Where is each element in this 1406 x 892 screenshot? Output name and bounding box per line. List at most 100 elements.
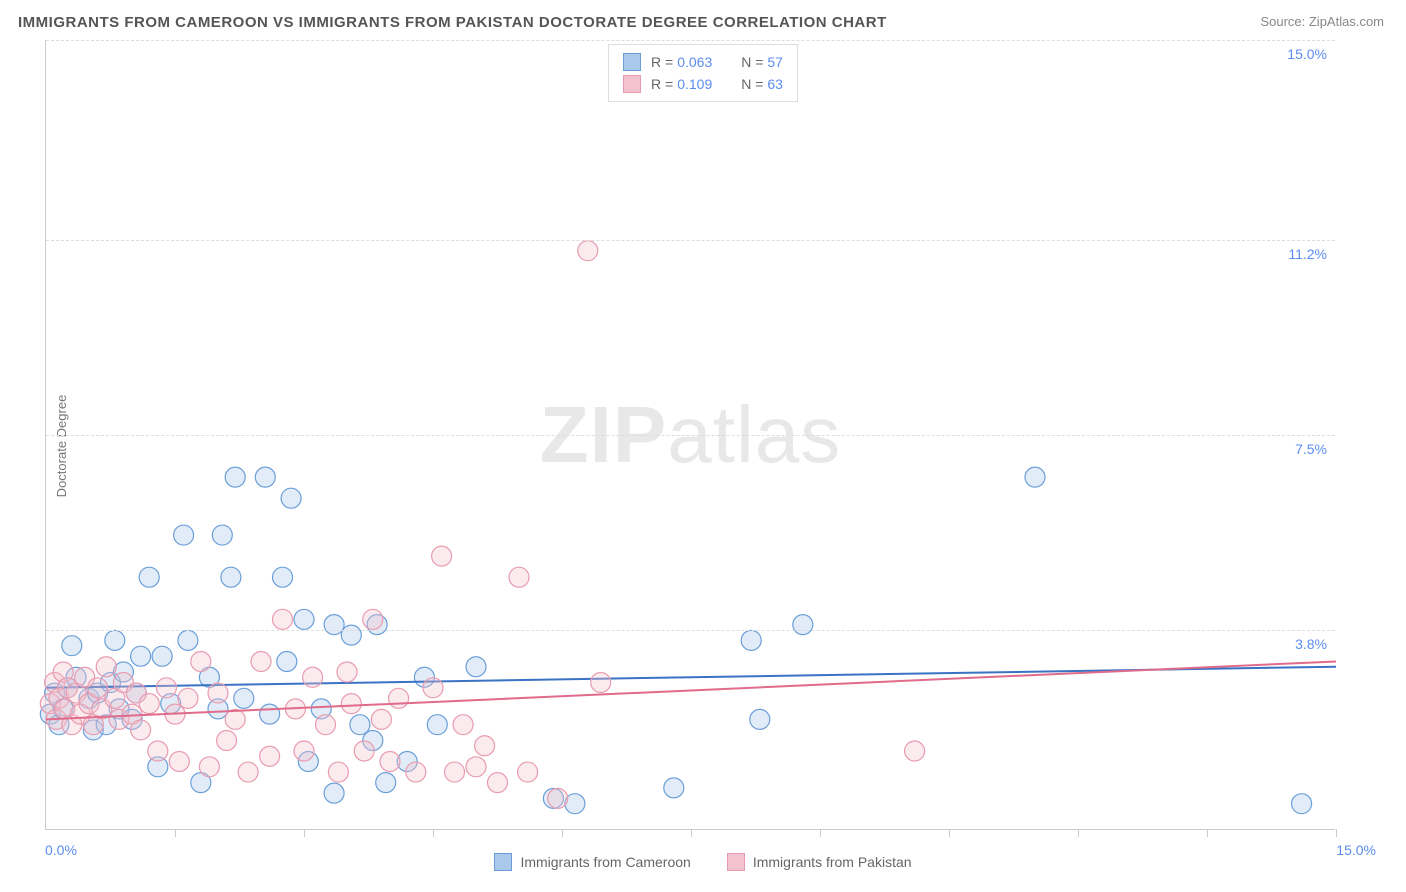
n-label: N = xyxy=(741,54,763,70)
scatter-point xyxy=(453,715,473,735)
scatter-point xyxy=(371,709,391,729)
scatter-point xyxy=(234,688,254,708)
y-tick-label: 7.5% xyxy=(1295,441,1327,457)
scatter-point xyxy=(354,741,374,761)
scatter-point xyxy=(406,762,426,782)
legend-swatch-icon xyxy=(727,853,745,871)
scatter-point xyxy=(341,625,361,645)
x-tick xyxy=(691,829,692,837)
scatter-point xyxy=(225,709,245,729)
r-value: 0.063 xyxy=(677,54,729,70)
scatter-point xyxy=(260,704,280,724)
scatter-point xyxy=(212,525,232,545)
scatter-point xyxy=(273,609,293,629)
scatter-point xyxy=(518,762,538,782)
scatter-point xyxy=(741,630,761,650)
n-value: 63 xyxy=(767,76,783,92)
scatter-point xyxy=(139,567,159,587)
legend-item: Immigrants from Cameroon xyxy=(494,853,690,871)
x-tick xyxy=(1336,829,1337,837)
scatter-point xyxy=(548,788,568,808)
r-label: R = xyxy=(651,54,673,70)
scatter-point xyxy=(131,720,151,740)
scatter-point xyxy=(324,783,344,803)
legend-swatch-icon xyxy=(623,75,641,93)
legend-item: Immigrants from Pakistan xyxy=(727,853,912,871)
stats-legend-box: R =0.063N =57R =0.109N =63 xyxy=(608,44,798,102)
r-label: R = xyxy=(651,76,673,92)
scatter-point xyxy=(445,762,465,782)
legend-label: Immigrants from Cameroon xyxy=(520,854,690,870)
scatter-point xyxy=(199,757,219,777)
scatter-point xyxy=(294,609,314,629)
scatter-point xyxy=(139,694,159,714)
scatter-point xyxy=(488,773,508,793)
n-label: N = xyxy=(741,76,763,92)
scatter-point xyxy=(466,657,486,677)
scatter-point xyxy=(324,615,344,635)
scatter-point xyxy=(169,752,189,772)
scatter-point xyxy=(131,646,151,666)
scatter-point xyxy=(509,567,529,587)
scatter-point xyxy=(96,657,116,677)
grid-line xyxy=(46,435,1335,436)
scatter-point xyxy=(427,715,447,735)
scatter-point xyxy=(156,678,176,698)
scatter-point xyxy=(251,651,271,671)
scatter-point xyxy=(905,741,925,761)
scatter-point xyxy=(750,709,770,729)
grid-line xyxy=(46,630,1335,631)
scatter-point xyxy=(148,741,168,761)
scatter-point xyxy=(88,678,108,698)
scatter-point xyxy=(316,715,336,735)
scatter-point xyxy=(191,651,211,671)
source-attribution: Source: ZipAtlas.com xyxy=(1260,14,1384,29)
x-tick xyxy=(820,829,821,837)
scatter-point xyxy=(273,567,293,587)
scatter-point xyxy=(238,762,258,782)
y-tick-label: 15.0% xyxy=(1287,46,1327,62)
scatter-point xyxy=(664,778,684,798)
scatter-point xyxy=(376,773,396,793)
scatter-point xyxy=(260,746,280,766)
scatter-point xyxy=(152,646,172,666)
scatter-point xyxy=(178,688,198,708)
scatter-point xyxy=(281,488,301,508)
grid-line xyxy=(46,40,1335,41)
scatter-point xyxy=(389,688,409,708)
scatter-point xyxy=(475,736,495,756)
scatter-point xyxy=(328,762,348,782)
plot-area: ZIPatlas 3.8%7.5%11.2%15.0% xyxy=(45,40,1335,830)
chart-title: IMMIGRANTS FROM CAMEROON VS IMMIGRANTS F… xyxy=(18,14,887,31)
scatter-point xyxy=(466,757,486,777)
scatter-point xyxy=(255,467,275,487)
x-tick xyxy=(562,829,563,837)
scatter-point xyxy=(380,752,400,772)
scatter-point xyxy=(105,630,125,650)
scatter-point xyxy=(217,730,237,750)
scatter-point xyxy=(62,636,82,656)
legend-swatch-icon xyxy=(623,53,641,71)
scatter-point xyxy=(294,741,314,761)
x-tick xyxy=(1078,829,1079,837)
scatter-point xyxy=(277,651,297,671)
scatter-point xyxy=(178,630,198,650)
scatter-point xyxy=(363,609,383,629)
bottom-legend: Immigrants from Cameroon Immigrants from … xyxy=(0,853,1406,874)
scatter-point xyxy=(174,525,194,545)
y-tick-label: 3.8% xyxy=(1295,636,1327,652)
scatter-point xyxy=(303,667,323,687)
scatter-point xyxy=(432,546,452,566)
scatter-point xyxy=(591,673,611,693)
scatter-point xyxy=(341,694,361,714)
x-tick xyxy=(1207,829,1208,837)
scatter-point xyxy=(225,467,245,487)
x-axis-max-label: 15.0% xyxy=(1336,842,1376,858)
r-value: 0.109 xyxy=(677,76,729,92)
scatter-point xyxy=(423,678,443,698)
y-tick-label: 11.2% xyxy=(1288,246,1327,262)
x-tick xyxy=(433,829,434,837)
stats-row: R =0.109 N =63 xyxy=(623,73,783,95)
scatter-point xyxy=(1292,794,1312,814)
legend-label: Immigrants from Pakistan xyxy=(753,854,912,870)
